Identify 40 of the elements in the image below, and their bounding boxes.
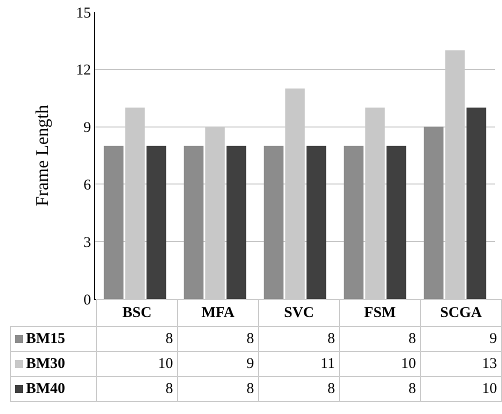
- data-label: 8: [258, 326, 340, 352]
- data-label: 8: [258, 376, 340, 402]
- y-axis-title: Frame Length: [32, 104, 52, 206]
- bar: [264, 146, 284, 299]
- bar: [184, 146, 204, 299]
- x-tick-label: MFA: [178, 300, 258, 326]
- data-label: 9: [178, 352, 258, 376]
- x-tick-label: FSM: [340, 300, 420, 326]
- data-label: 10: [340, 352, 420, 376]
- bar: [424, 126, 444, 299]
- y-tick-label: 0: [84, 292, 91, 308]
- bar: [466, 108, 486, 299]
- y-tick-label: 9: [84, 120, 91, 136]
- data-label: 8: [178, 376, 258, 402]
- bar: [226, 146, 246, 299]
- data-label: 8: [340, 326, 420, 352]
- bar: [146, 146, 166, 299]
- y-tick-label: 3: [84, 234, 91, 251]
- bar: [306, 146, 326, 299]
- data-label: 8: [96, 326, 178, 352]
- x-tick-label: SVC: [258, 300, 340, 326]
- bar: [386, 146, 406, 299]
- legend-label: BM30: [10, 352, 96, 376]
- y-tick-label: 12: [76, 62, 91, 79]
- data-label: 8: [96, 376, 178, 402]
- data-label: 9: [420, 326, 502, 352]
- y-tick-label: 6: [84, 177, 92, 194]
- data-label: 11: [258, 352, 340, 376]
- data-label: 8: [178, 326, 258, 352]
- bar: [344, 146, 364, 299]
- data-label: 8: [340, 376, 420, 402]
- x-tick-label: SCGA: [420, 300, 502, 326]
- data-label: 10: [420, 376, 502, 402]
- legend-label: BM15: [10, 326, 96, 352]
- legend-label: BM40: [10, 376, 96, 402]
- x-tick-label: BSC: [96, 300, 178, 326]
- y-tick-label: 15: [76, 5, 91, 22]
- data-label: 10: [96, 352, 178, 376]
- bar: [104, 146, 124, 299]
- data-label: 13: [420, 352, 502, 376]
